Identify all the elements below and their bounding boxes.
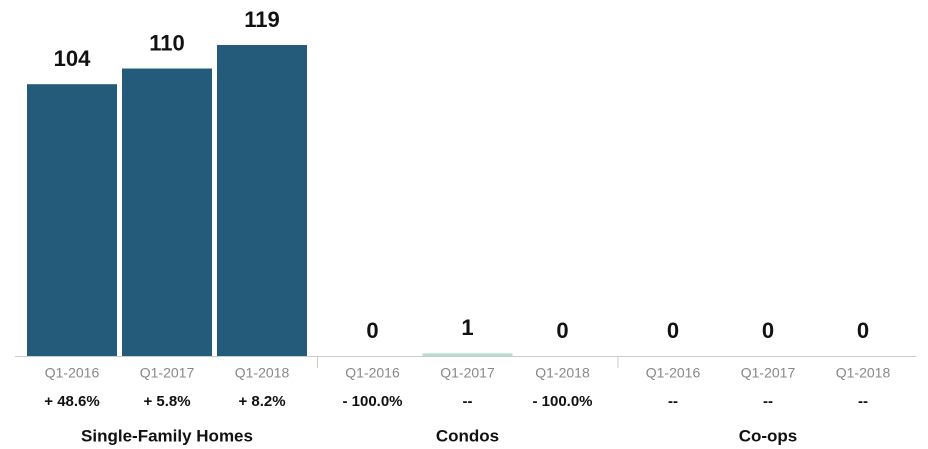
change-label: --	[463, 393, 473, 410]
value-label: 104	[54, 46, 91, 71]
category-label: Q1-2017	[140, 365, 195, 381]
value-label: 0	[667, 318, 679, 343]
change-label: --	[763, 393, 773, 410]
change-label: + 8.2%	[238, 393, 285, 410]
group-label: Single-Family Homes	[81, 426, 253, 445]
category-label: Q1-2017	[741, 365, 796, 381]
value-label: 0	[857, 318, 869, 343]
bar	[422, 353, 513, 356]
change-label: + 48.6%	[44, 393, 99, 410]
value-label: 119	[244, 7, 280, 32]
value-label: 0	[762, 318, 774, 343]
category-label: Q1-2016	[345, 365, 400, 381]
value-label: 110	[149, 30, 185, 55]
group-label: Condos	[436, 426, 499, 445]
value-label: 1	[461, 315, 473, 340]
category-label: Q1-2018	[836, 365, 891, 381]
category-label: Q1-2017	[440, 365, 495, 381]
change-label: - 100.0%	[342, 393, 402, 410]
category-label: Q1-2018	[535, 365, 590, 381]
category-label: Q1-2018	[235, 365, 290, 381]
value-label: 0	[556, 318, 568, 343]
change-label: --	[668, 393, 678, 410]
category-label: Q1-2016	[646, 365, 701, 381]
change-label: + 5.8%	[143, 393, 190, 410]
bar	[217, 45, 307, 356]
change-label: - 100.0%	[532, 393, 592, 410]
category-label: Q1-2016	[45, 365, 100, 381]
bar	[27, 84, 117, 356]
bar	[122, 68, 212, 357]
value-label: 0	[366, 318, 378, 343]
group-label: Co-ops	[739, 426, 798, 445]
change-label: --	[858, 393, 868, 410]
